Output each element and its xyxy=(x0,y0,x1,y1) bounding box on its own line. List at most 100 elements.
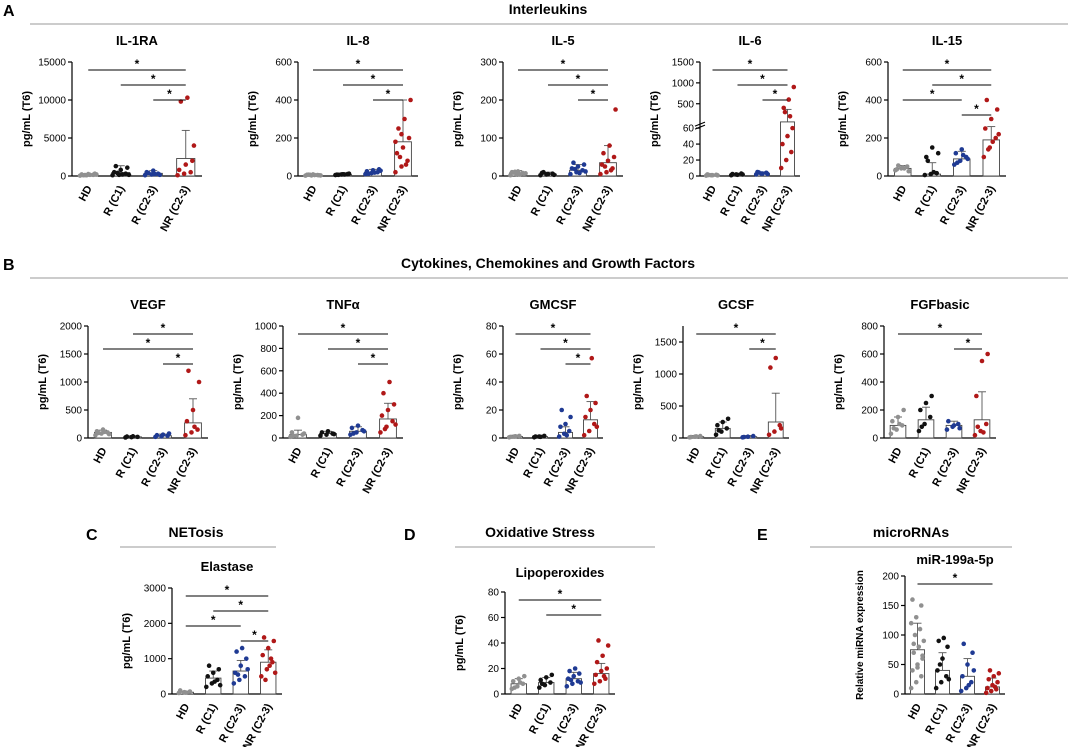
data-point-r-c1 xyxy=(541,433,547,439)
category-label-r-c1: R (C1) xyxy=(194,701,220,736)
y-tick-label: 400 xyxy=(861,378,878,389)
data-point-r-c1 xyxy=(538,434,543,440)
data-point-hd xyxy=(910,668,915,673)
y-axis-label: pg/mL (T6) xyxy=(452,91,464,147)
data-point-nr-c2-3 xyxy=(993,135,999,141)
significance-star: * xyxy=(356,57,361,71)
data-point-r-c1 xyxy=(929,145,935,150)
significance-star: * xyxy=(930,87,935,101)
data-point-r-c1 xyxy=(940,656,945,661)
data-point-nr-c2-3 xyxy=(995,679,1000,685)
data-point-nr-c2-3 xyxy=(397,154,403,160)
data-point-r-c2-3 xyxy=(571,673,577,679)
data-point-r-c1 xyxy=(922,172,928,178)
data-point-r-c2-3 xyxy=(944,427,950,432)
y-tick-label: 200 xyxy=(882,572,899,583)
data-point-hd xyxy=(911,650,917,655)
chart-fgfbasic: FGFbasic pg/mL (T6) 0 200 400 600 800 HD R (C1)R… xyxy=(833,297,996,496)
data-point-r-c1 xyxy=(937,662,943,667)
category-label-r-c1: R (C1) xyxy=(718,183,744,218)
data-point-nr-c2-3 xyxy=(588,407,593,413)
data-point-nr-c2-3 xyxy=(772,429,777,434)
data-point-hd xyxy=(710,172,715,178)
significance-star: * xyxy=(974,102,979,116)
data-point-r-c2-3 xyxy=(372,170,377,175)
data-point-hd xyxy=(312,172,317,178)
data-point-nr-c2-3 xyxy=(778,165,784,171)
significance-star: * xyxy=(386,87,391,101)
data-point-r-c2-3 xyxy=(572,166,578,172)
data-point-nr-c2-3 xyxy=(987,668,993,673)
y-tick-label: 100 xyxy=(882,631,899,642)
significance-star: * xyxy=(959,72,964,86)
data-point-nr-c2-3 xyxy=(260,652,266,658)
data-point-nr-c2-3 xyxy=(184,418,190,424)
data-point-r-c1 xyxy=(724,426,730,431)
data-point-r-c2-3 xyxy=(578,680,583,685)
data-point-r-c2-3 xyxy=(741,434,747,440)
y-tick-label: 60 xyxy=(486,350,498,361)
data-point-r-c1 xyxy=(720,419,726,425)
significance-star: * xyxy=(938,321,943,335)
data-point-r-c2-3 xyxy=(243,656,249,661)
data-point-nr-c2-3 xyxy=(607,143,612,148)
data-point-hd xyxy=(523,171,528,176)
data-point-nr-c2-3 xyxy=(403,162,409,167)
data-point-r-c2-3 xyxy=(960,674,965,679)
data-point-hd xyxy=(921,638,927,644)
data-point-nr-c2-3 xyxy=(981,154,987,160)
data-point-r-c1 xyxy=(715,422,720,428)
category-label-r-c2-3: R (C2-3) xyxy=(554,183,585,226)
y-tick-label: 1000 xyxy=(255,322,278,333)
data-point-r-c2-3 xyxy=(570,681,575,687)
axis-break-mark xyxy=(694,121,706,127)
category-label-nr-c2-3: NR (C2-3) xyxy=(581,183,615,233)
category-label-r-c1: R (C1) xyxy=(529,183,555,218)
category-label-r-c2-3: R (C2-3) xyxy=(139,445,170,488)
category-label-r-c1: R (C1) xyxy=(923,701,949,736)
data-point-nr-c2-3 xyxy=(391,402,397,407)
data-point-r-c2-3 xyxy=(957,425,962,431)
chart-title-il-5: IL-5 xyxy=(551,33,574,48)
data-point-hd xyxy=(512,685,517,690)
data-point-nr-c2-3 xyxy=(268,656,274,661)
y-tick-label: 60 xyxy=(683,124,695,135)
data-point-hd xyxy=(912,632,918,638)
category-label-nr-c2-3: NR (C2-3) xyxy=(166,445,200,495)
data-point-r-c2-3 xyxy=(231,681,237,686)
y-tick-label: 600 xyxy=(861,350,878,361)
y-tick-label: 0 xyxy=(876,172,882,183)
y-tick-label: 10000 xyxy=(38,96,66,107)
data-point-hd xyxy=(688,434,694,440)
y-tick-label: 2000 xyxy=(60,322,83,333)
data-point-nr-c2-3 xyxy=(605,158,611,164)
section-letter-e: E xyxy=(757,527,768,544)
y-tick-label: 800 xyxy=(861,322,878,333)
category-label-r-c1: R (C1) xyxy=(527,701,553,736)
data-point-r-c1 xyxy=(118,167,124,173)
data-point-r-c2-3 xyxy=(234,649,239,654)
data-point-r-c1 xyxy=(938,679,944,685)
significance-star: * xyxy=(225,583,230,597)
data-point-r-c2-3 xyxy=(152,171,158,177)
data-point-r-c1 xyxy=(120,172,125,177)
significance-star: * xyxy=(356,336,361,350)
data-point-hd xyxy=(87,172,93,178)
category-label-r-c2-3: R (C2-3) xyxy=(217,701,248,744)
data-point-r-c2-3 xyxy=(765,171,770,177)
y-tick-label: 80 xyxy=(488,588,500,599)
data-point-nr-c2-3 xyxy=(598,668,604,674)
data-point-nr-c2-3 xyxy=(387,379,392,385)
significance-star: * xyxy=(945,57,950,71)
significance-star: * xyxy=(167,87,172,101)
data-point-r-c1 xyxy=(130,434,136,439)
data-point-r-c2-3 xyxy=(760,171,765,176)
y-axis-label: Relative miRNA expression xyxy=(855,570,866,700)
y-tick-label: 1500 xyxy=(60,350,83,361)
chart-il-8: IL-8 pg/mL (T6) 0 200 400 600 HD R (C1) R (C2-3)… xyxy=(247,33,418,234)
significance-star: * xyxy=(341,321,346,335)
y-tick-label: 100 xyxy=(480,134,497,145)
data-point-nr-c2-3 xyxy=(592,681,597,687)
data-point-r-c1 xyxy=(924,154,929,160)
